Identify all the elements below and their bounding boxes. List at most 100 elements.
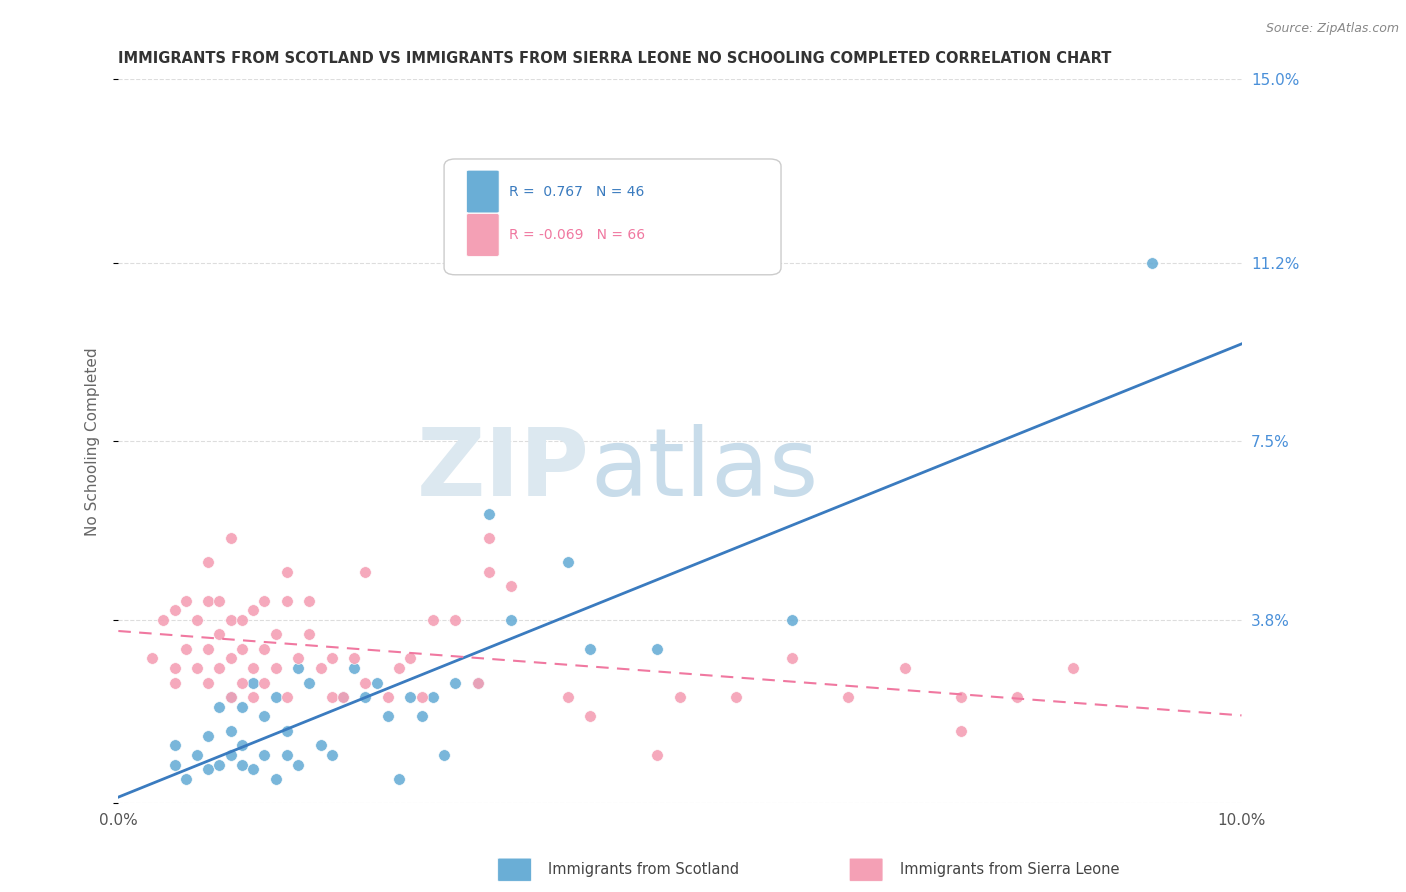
Point — [298, 593, 321, 607]
FancyBboxPatch shape — [467, 213, 499, 256]
Point — [433, 747, 456, 762]
Point — [579, 641, 602, 656]
Point — [478, 507, 501, 521]
Point — [780, 651, 803, 665]
Point — [186, 747, 208, 762]
Point — [152, 613, 174, 627]
Point — [219, 747, 242, 762]
Point — [242, 661, 264, 675]
Point — [388, 661, 411, 675]
Point — [399, 651, 422, 665]
Point — [893, 661, 915, 675]
Text: Source: ZipAtlas.com: Source: ZipAtlas.com — [1265, 22, 1399, 36]
Point — [276, 690, 298, 704]
Point — [422, 613, 444, 627]
Text: R =  0.767   N = 46: R = 0.767 N = 46 — [509, 185, 644, 199]
Point — [501, 613, 523, 627]
Point — [467, 675, 489, 690]
Text: Immigrants from Sierra Leone: Immigrants from Sierra Leone — [900, 863, 1119, 877]
Point — [276, 593, 298, 607]
Point — [501, 579, 523, 593]
Point — [219, 690, 242, 704]
Y-axis label: No Schooling Completed: No Schooling Completed — [86, 347, 100, 535]
Point — [264, 661, 287, 675]
Point — [725, 690, 748, 704]
Point — [444, 675, 467, 690]
Point — [1005, 690, 1028, 704]
Point — [321, 690, 343, 704]
FancyBboxPatch shape — [444, 159, 780, 275]
Point — [197, 763, 219, 777]
Point — [264, 690, 287, 704]
Point — [242, 690, 264, 704]
Point — [163, 603, 186, 617]
Point — [253, 675, 276, 690]
Point — [141, 651, 163, 665]
Point — [163, 739, 186, 753]
Point — [780, 613, 803, 627]
Point — [647, 747, 669, 762]
Point — [1140, 256, 1163, 270]
Point — [208, 661, 231, 675]
Point — [478, 565, 501, 579]
Point — [949, 690, 972, 704]
FancyBboxPatch shape — [467, 170, 499, 213]
Point — [231, 641, 253, 656]
Point — [231, 699, 253, 714]
Point — [669, 690, 692, 704]
Point — [231, 757, 253, 772]
Point — [366, 675, 388, 690]
Text: Immigrants from Scotland: Immigrants from Scotland — [548, 863, 740, 877]
Point — [298, 675, 321, 690]
Point — [264, 772, 287, 786]
Point — [231, 675, 253, 690]
Point — [242, 763, 264, 777]
Point — [219, 651, 242, 665]
Point — [264, 627, 287, 641]
Point — [219, 531, 242, 545]
Point — [231, 739, 253, 753]
Point — [276, 747, 298, 762]
Point — [332, 690, 354, 704]
Point — [467, 675, 489, 690]
Point — [163, 757, 186, 772]
Point — [242, 603, 264, 617]
Point — [163, 661, 186, 675]
Point — [298, 627, 321, 641]
Point — [197, 641, 219, 656]
Point — [332, 690, 354, 704]
Point — [321, 651, 343, 665]
Point — [399, 690, 422, 704]
Point — [174, 593, 197, 607]
Point — [287, 757, 309, 772]
Point — [276, 723, 298, 738]
Point — [242, 675, 264, 690]
Point — [377, 709, 399, 723]
Point — [343, 661, 366, 675]
Point — [354, 675, 377, 690]
Point — [163, 675, 186, 690]
Point — [647, 641, 669, 656]
Point — [253, 747, 276, 762]
Point — [276, 565, 298, 579]
Point — [354, 565, 377, 579]
Point — [411, 709, 433, 723]
Point — [343, 651, 366, 665]
Point — [309, 739, 332, 753]
Point — [253, 709, 276, 723]
Point — [174, 641, 197, 656]
Point — [309, 661, 332, 675]
Point — [186, 613, 208, 627]
Point — [949, 723, 972, 738]
Point — [197, 555, 219, 569]
Point — [231, 613, 253, 627]
Point — [411, 690, 433, 704]
Point — [208, 627, 231, 641]
Text: R = -0.069   N = 66: R = -0.069 N = 66 — [509, 228, 645, 242]
Text: ZIP: ZIP — [418, 425, 591, 516]
Point — [197, 593, 219, 607]
Point — [579, 709, 602, 723]
Point — [186, 661, 208, 675]
Point — [208, 699, 231, 714]
Point — [287, 651, 309, 665]
